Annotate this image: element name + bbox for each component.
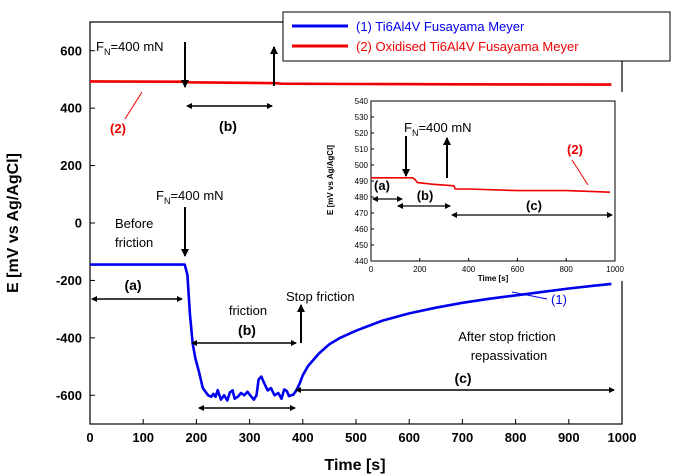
inset-y-tick-label: 540 (355, 97, 369, 106)
main-x-tick-label: 0 (86, 430, 93, 445)
inset-y-tick-label: 450 (355, 241, 369, 250)
main-y-tick-label: -200 (56, 273, 82, 288)
inset-label-2-pointer (571, 159, 589, 186)
inset-y-tick-label: 520 (355, 129, 369, 138)
main-x-axis-label: Time [s] (324, 457, 385, 474)
inset-y-axis: 440 450 460 470 480 490 500 510 520 530 540 (355, 97, 374, 266)
inset-y-tick-label: 480 (355, 193, 369, 202)
legend-label-1: (1) Ti6Al4V Fusayama Meyer (356, 19, 525, 34)
inset-series (371, 177, 611, 193)
label-2-main: (2) (110, 121, 126, 136)
label-2-main-pointer (124, 91, 143, 120)
main-x-tick-label: 1000 (608, 430, 637, 445)
inset-y-tick-label: 440 (355, 257, 369, 266)
main-y-tick-label: -600 (56, 388, 82, 403)
main-x-tick-label: 500 (345, 430, 367, 445)
main-y-tick-label: 0 (75, 216, 82, 231)
inset-label-b: (b) (417, 188, 434, 203)
inset-y-tick-label: 510 (355, 145, 369, 154)
label-c: (c) (454, 370, 471, 386)
inset-y-tick-label: 530 (355, 113, 369, 122)
main-y-tick-label: 200 (60, 158, 82, 173)
inset-label-c: (c) (526, 198, 542, 213)
inset-y-tick-label: 470 (355, 209, 369, 218)
inset-label-a: (a) (374, 178, 390, 193)
main-y-tick-label: -400 (56, 330, 82, 345)
label-a: (a) (124, 277, 141, 293)
label-b-top: (b) (219, 118, 237, 134)
main-y-tick-label: 600 (60, 43, 82, 58)
before-line2: friction (115, 235, 153, 250)
label-b-mid: (b) (238, 322, 256, 338)
inset-y-tick-label: 500 (355, 161, 369, 170)
inset-x-tick-label: 1000 (606, 265, 624, 274)
after-line1: After stop friction (458, 329, 556, 344)
inset-y-tick-label: 460 (355, 225, 369, 234)
inset-x-tick-label: 0 (369, 265, 374, 274)
main-series-line-1 (90, 263, 612, 402)
main-x-tick-label: 900 (558, 430, 580, 445)
main-x-tick-label: 100 (132, 430, 154, 445)
legend-label-2: (2) Oxidised Ti6Al4V Fusayama Meyer (356, 39, 579, 54)
main-x-axis: 0 100 200 300 400 500 600 700 800 900 1000 (86, 419, 636, 445)
friction-label: friction (229, 303, 267, 318)
inset-x-axis-label: Time [s] (478, 274, 509, 283)
inset-x-tick-label: 800 (560, 265, 574, 274)
inset-x-tick-label: 400 (462, 265, 476, 274)
main-series-line-2 (89, 80, 612, 86)
fn-label-mid: FN=400 mN (156, 188, 224, 206)
legend: (1) Ti6Al4V Fusayama Meyer (2) Oxidised … (282, 11, 671, 62)
main-y-axis-label: E [mV vs Ag/AgCl] (5, 153, 22, 293)
inset-y-axis-label: E [mV vs Ag/AgCl] (326, 145, 335, 215)
inset-fn-label: FN=400 mN (404, 120, 472, 138)
inset-label-2: (2) (567, 142, 583, 157)
inset-x-tick-label: 600 (511, 265, 525, 274)
stop-friction-label: Stop friction (286, 289, 355, 304)
inset-plot: 0 200 400 600 800 1000 440 450 460 470 480 490 500 5… (325, 92, 670, 283)
main-x-tick-label: 600 (398, 430, 420, 445)
main-x-tick-label: 400 (292, 430, 314, 445)
after-line2: repassivation (471, 348, 548, 363)
main-x-tick-label: 800 (505, 430, 527, 445)
label-1-main: (1) (551, 292, 567, 307)
main-x-tick-label: 700 (452, 430, 474, 445)
main-series (89, 80, 612, 402)
main-x-tick-label: 200 (186, 430, 208, 445)
main-x-tick-label: 300 (239, 430, 261, 445)
label-1-pointer (511, 291, 548, 300)
main-y-axis: -600 -400 -200 0 200 400 600 (56, 43, 95, 403)
inset-plot-frame (370, 100, 616, 262)
before-line1: Before (115, 216, 153, 231)
fn-label-top: FN=400 mN (96, 39, 164, 57)
main-plot: 0 100 200 300 400 500 600 700 800 900 1000 -600 -40… (5, 21, 636, 474)
inset-series-line-1 (371, 177, 611, 193)
main-y-tick-label: 400 (60, 101, 82, 116)
inset-x-tick-label: 200 (413, 265, 427, 274)
inset-y-tick-label: 490 (355, 177, 369, 186)
inset-annotations: FN=400 mN (a) (b) (c) (2) (372, 120, 613, 218)
main-annotations: FN=400 mN (b) (2) FN=400 mN Before frict… (91, 39, 615, 411)
legend-box (282, 11, 671, 62)
inset-x-axis: 0 200 400 600 800 1000 (369, 258, 624, 274)
